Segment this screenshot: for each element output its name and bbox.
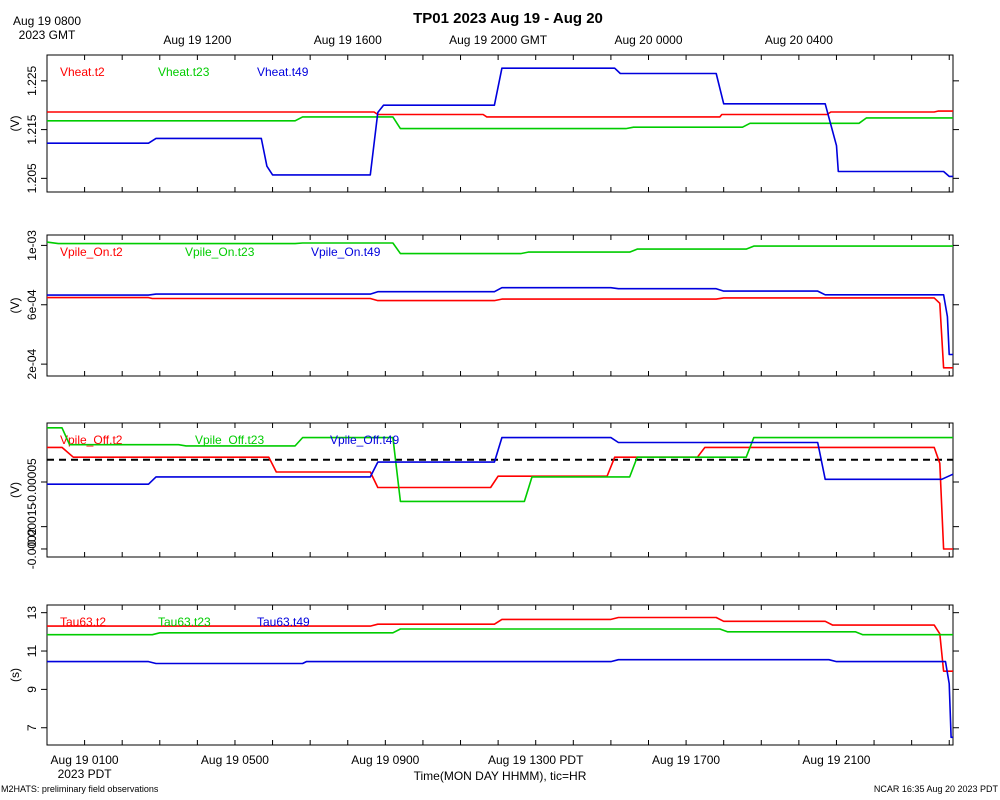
panel-1: 1.205 1.215 1.225 (V) Vheat.t2 Vheat.t23 Vheat…	[8, 54, 959, 193]
top-axis-label: Aug 19 1600	[314, 33, 382, 47]
bottom-axis-label: Aug 19 0900	[351, 753, 419, 767]
y-tick-label: -0.0002	[25, 528, 39, 569]
y-tick-label: 1.225	[25, 66, 39, 96]
legend-vheat-t2: Vheat.t2	[60, 65, 105, 79]
legend-tau63-t23: Tau63.t23	[158, 615, 211, 629]
panel-2: 2e-04 6e-04 1e-03 (V) Vpile_On.t2 Vpile_On.t2…	[8, 230, 959, 379]
y-axis-label: (V)	[8, 116, 22, 132]
chart-title: TP01 2023 Aug 19 - Aug 20	[413, 10, 603, 27]
plot-frame	[46, 604, 954, 746]
legend-vpile-off-t49: Vpile_Off.t49	[330, 433, 399, 447]
top-axis-label: Aug 20 0400	[765, 33, 833, 47]
y-tick-label: 7	[25, 724, 39, 731]
panel-4: 7 9 11 13 (s) Tau63.t2 Tau63.t23 Tau63.t49	[8, 604, 959, 746]
y-axis-label: (V)	[8, 298, 22, 314]
panels: 1.205 1.215 1.225 (V) Vheat.t2 Vheat.t23 Vheat…	[8, 54, 959, 746]
top-axis-label: Aug 20 0000	[614, 33, 682, 47]
legend-vpile-on-t23: Vpile_On.t23	[185, 245, 255, 259]
top-axis-label: 2023 GMT	[19, 28, 76, 42]
legend-vpile-off-t2: Vpile_Off.t2	[60, 433, 123, 447]
top-axis-label: Aug 19 0800	[13, 14, 81, 28]
series-line-vheat-t2	[47, 110, 953, 118]
bottom-axis-label: Aug 19 1300 PDT	[488, 753, 584, 767]
y-tick-label: 2e-04	[25, 348, 39, 379]
bottom-axis-label: 2023 PDT	[58, 767, 113, 781]
y-tick-label: 9	[25, 686, 39, 693]
y-tick-label: 1e-03	[25, 230, 39, 261]
panel-3: -0.0002-0.00015-0.00005(V) Vpile_Off.t2 Vp…	[8, 422, 959, 569]
series-line-vpile-on-t49	[47, 286, 953, 356]
y-tick-label: 1.215	[25, 114, 39, 144]
series-line-tau63-t23	[47, 628, 953, 636]
series-line-vpile-off-t2	[47, 446, 953, 550]
legend-vpile-on-t2: Vpile_On.t2	[60, 245, 123, 259]
series-line-tau63-t49	[47, 658, 953, 739]
footer-note: M2HATS: preliminary field observations	[1, 784, 159, 794]
plot-frame	[46, 422, 954, 558]
series-line-vpile-on-t2	[47, 296, 953, 369]
y-tick-label: -0.00005	[25, 458, 39, 506]
y-tick-label: 13	[25, 606, 39, 620]
bottom-axis-label: Aug 19 1700	[652, 753, 720, 767]
series-line-vpile-off-t49	[47, 436, 954, 486]
series-line-vheat-t49	[47, 67, 953, 178]
series-line-vheat-t23	[47, 116, 953, 130]
plot-frame	[46, 54, 954, 193]
series-line-vpile-off-t23	[47, 426, 953, 503]
legend-vpile-off-t23: Vpile_Off.t23	[195, 433, 264, 447]
plot-frame	[46, 234, 954, 377]
x-axis-label: Time(MON DAY HHMM), tic=HR	[414, 769, 587, 783]
top-axis-label: Aug 19 1200	[163, 33, 231, 47]
series-line-tau63-t2	[47, 616, 953, 673]
bottom-axis-label: Aug 19 0100	[51, 753, 119, 767]
y-axis-label: (s)	[8, 668, 22, 682]
bottom-axis-label: Aug 19 0500	[201, 753, 269, 767]
legend-vheat-t49: Vheat.t49	[257, 65, 309, 79]
top-axis-label: Aug 19 2000 GMT	[449, 33, 548, 47]
bottom-axis-label: Aug 19 2100	[802, 753, 870, 767]
y-tick-label: -0.00015	[25, 503, 39, 551]
y-tick-label: 11	[25, 644, 39, 657]
legend-vheat-t23: Vheat.t23	[158, 65, 210, 79]
legend-vpile-on-t49: Vpile_On.t49	[311, 245, 381, 259]
legend-tau63-t2: Tau63.t2	[60, 615, 106, 629]
footer-timestamp: NCAR 16:35 Aug 20 2023 PDT	[874, 784, 999, 794]
y-tick-label: 6e-04	[25, 289, 39, 320]
series-line-vpile-on-t23	[46, 241, 953, 255]
legend-tau63-t49: Tau63.t49	[257, 615, 310, 629]
y-tick-label: 1.205	[25, 163, 39, 193]
y-axis-label: (V)	[8, 482, 22, 498]
